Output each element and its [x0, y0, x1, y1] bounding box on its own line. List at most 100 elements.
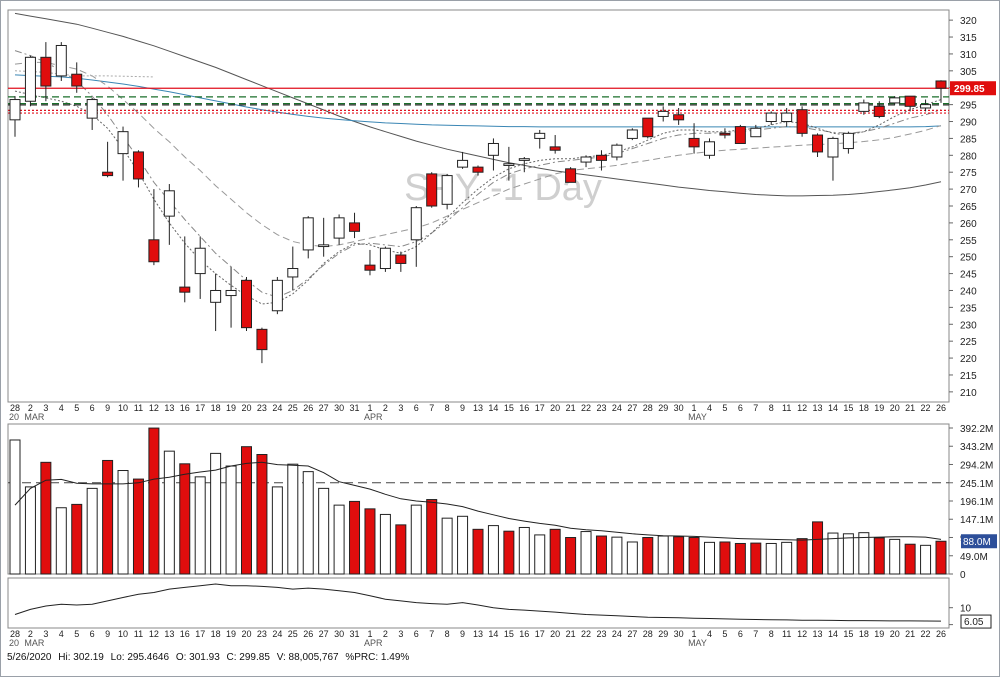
volume-bar: [487, 525, 499, 575]
x-axis-date-label: 17: [195, 403, 205, 413]
volume-bar: [842, 533, 854, 575]
volume-bar: [194, 476, 206, 575]
candle-body: [318, 244, 330, 248]
candle-body: [441, 175, 453, 205]
candle-body: [163, 190, 175, 217]
volume-bar: [9, 439, 21, 575]
indicator-x-axis-date-label: 20: [550, 629, 560, 639]
x-axis-date-label: 26: [303, 403, 313, 413]
candle-body: [657, 110, 669, 117]
volume-bar: [148, 427, 160, 575]
indicator-x-axis-date-label: 21: [566, 629, 576, 639]
indicator-last-badge: [960, 614, 992, 629]
volume-bar: [595, 535, 607, 575]
x-axis-date-label: 22: [581, 403, 591, 413]
indicator-x-axis-date-label: 12: [797, 629, 807, 639]
indicator-x-axis-date-label: 30: [674, 629, 684, 639]
indicator-x-axis-date-label: 13: [473, 629, 483, 639]
x-axis-date-label: 19: [874, 403, 884, 413]
candle-body: [333, 217, 345, 239]
volume-bar: [364, 508, 376, 575]
price-axis-label: 275: [960, 168, 977, 179]
indicator-x-axis-date-label: 29: [658, 629, 668, 639]
x-axis-date-label: 6: [90, 403, 95, 413]
x-axis-date-label: 7: [753, 403, 758, 413]
x-axis-date-label: 12: [149, 403, 159, 413]
price-axis-label: 250: [960, 253, 977, 264]
candle-body: [194, 247, 206, 275]
volume-average-line: [14, 461, 942, 541]
indicator-x-axis-date-label: 19: [226, 629, 236, 639]
price-axis-label: 210: [960, 388, 977, 399]
candle-body: [580, 156, 592, 163]
x-axis-date-label: 4: [707, 403, 712, 413]
x-axis-date-label: 18: [859, 403, 869, 413]
volume-bar: [827, 532, 839, 575]
x-axis-date-label: 5: [74, 403, 79, 413]
indicator-x-axis-date-label: 6: [738, 629, 743, 639]
volume-bar: [457, 515, 469, 575]
indicator-x-axis-date-label: 19: [874, 629, 884, 639]
volume-bar: [241, 446, 252, 575]
x-axis-date-label: 9: [460, 403, 465, 413]
volume-bar: [673, 536, 685, 575]
indicator-x-axis-date-label: 25: [288, 629, 298, 639]
volume-bar: [534, 534, 546, 575]
indicator-x-axis-date-label: 9: [460, 629, 465, 639]
candle-body: [873, 105, 885, 117]
indicator-x-axis-date-label: 15: [504, 629, 514, 639]
x-axis-date-label: 15: [504, 403, 514, 413]
volume-bar: [395, 524, 407, 575]
candle-body: [287, 268, 299, 278]
candle-body: [472, 166, 484, 173]
x-axis-month-label: APR: [364, 412, 383, 422]
indicator-x-axis-date-label: 14: [488, 629, 498, 639]
indicator-x-axis-date-label: 22: [921, 629, 931, 639]
candle-body: [24, 56, 36, 102]
volume-last-label: 88.0M: [963, 537, 991, 548]
price-axis-label: 265: [960, 202, 977, 213]
volume-bar: [765, 542, 777, 575]
x-axis-date-label: 2: [28, 403, 33, 413]
x-axis-date-label: 16: [180, 403, 190, 413]
indicator-x-axis-date-label: 4: [707, 629, 712, 639]
indicator-x-axis-date-label: 1: [692, 629, 697, 639]
x-axis-date-label: 30: [674, 403, 684, 413]
indicator-x-axis-date-label: 5: [74, 629, 79, 639]
volume-bar: [796, 538, 808, 575]
candle-body: [904, 95, 916, 107]
x-axis-date-label: 21: [905, 403, 915, 413]
candle-body: [827, 137, 839, 158]
volume-bar: [71, 503, 83, 575]
candle-body: [889, 97, 901, 104]
volume-bar: [410, 504, 422, 575]
candle-body: [364, 264, 376, 271]
x-axis-date-label: 15: [843, 403, 853, 413]
volume-axis-label: 0: [960, 570, 966, 581]
indicator-x-axis-date-label: 7: [753, 629, 758, 639]
x-axis-month-label: MAY: [688, 412, 707, 422]
price-axis-label: 290: [960, 118, 977, 129]
indicator-x-axis-date-label: 18: [859, 629, 869, 639]
volume-bar: [102, 459, 114, 575]
candle-body: [210, 289, 222, 303]
status-high: Hi: 302.19: [58, 652, 104, 663]
x-axis-date-label: 19: [226, 403, 236, 413]
indicator-x-axis-date-label: 21: [905, 629, 915, 639]
price-axis-label: 225: [960, 337, 977, 348]
volume-bar: [626, 541, 638, 575]
overlay-line-5: [14, 70, 154, 78]
x-axis-date-label: 11: [134, 403, 143, 413]
x-axis-month-label: MAY: [688, 638, 707, 648]
volume-bar: [271, 486, 283, 575]
indicator-line: [14, 583, 942, 622]
candle-body: [117, 131, 129, 155]
indicator-x-axis-date-label: 14: [828, 629, 838, 639]
x-axis-date-label: 17: [535, 403, 545, 413]
candle-body: [549, 146, 561, 151]
indicator-x-axis-date-label: 28: [643, 629, 653, 639]
volume-bar: [210, 452, 222, 575]
candle-body: [642, 117, 654, 138]
x-axis-date-label: 7: [429, 403, 434, 413]
